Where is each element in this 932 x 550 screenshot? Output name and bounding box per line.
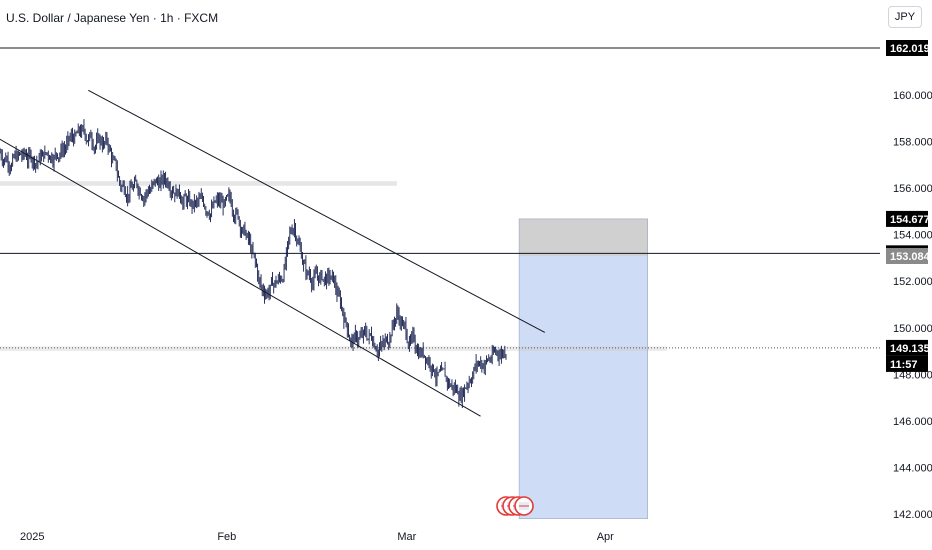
target-zone-zone	[519, 255, 648, 519]
price-tick-label: 148.000	[893, 369, 932, 381]
price-axis: 142.000 144.000 146.000 148.000 150.000 152.0…	[893, 90, 932, 521]
time-tick-label: Mar	[397, 531, 416, 543]
price-label-154.677: 154.677	[886, 210, 930, 227]
zones-layer	[0, 181, 667, 519]
price-label-text: 154.677	[890, 214, 930, 226]
price-tick-label: 156.000	[893, 183, 932, 195]
price-tick-label: 150.000	[893, 323, 932, 335]
price-tick-label: 146.000	[893, 416, 932, 428]
price-label-bg	[886, 339, 928, 356]
price-label-text: 162.019	[890, 43, 930, 55]
price-label-text: 153.084	[890, 251, 931, 263]
price-label-bg	[886, 40, 928, 57]
price-label-bg	[886, 210, 928, 227]
price-label-text: 149.135	[890, 343, 930, 355]
time-tick-label: 2025	[20, 531, 44, 543]
countdown-label: 11:57	[890, 359, 918, 371]
price-tick-label: 160.000	[893, 90, 932, 102]
price-tick-label: 154.000	[893, 230, 932, 242]
entry-band-zone	[0, 346, 667, 352]
price-tick-label: 152.000	[893, 276, 932, 288]
price-label-162.019: 162.019	[886, 40, 930, 57]
price-label-bg	[886, 247, 928, 264]
horizontal-lines-layer	[0, 47, 880, 349]
countdown-bg	[886, 355, 928, 372]
events-layer	[496, 496, 534, 516]
price-label-149.135: 149.135	[886, 339, 930, 356]
position-tool-border	[518, 218, 649, 519]
time-axis: 2025 Feb Mar Apr	[20, 531, 614, 543]
old-resistance-zone	[0, 181, 397, 186]
candles-layer	[0, 119, 507, 409]
channel-lower-line	[0, 138, 481, 417]
symbol-title: U.S. Dollar / Japanese Yen · 1h · FXCM	[6, 11, 219, 25]
channel-upper-line	[88, 89, 546, 333]
event-flag-icon	[514, 496, 534, 516]
time-tick-label: Apr	[597, 531, 614, 543]
price-tick-label: 142.000	[893, 509, 932, 521]
price-tick-label: 144.000	[893, 462, 932, 474]
stop-zone-zone	[519, 218, 648, 256]
time-tick-label: Feb	[217, 531, 236, 543]
price-label-153.084: 153.084	[886, 247, 931, 264]
price-tick-label: 158.000	[893, 137, 932, 149]
channel-layer	[0, 89, 546, 417]
currency-button[interactable]: JPY	[888, 6, 922, 28]
